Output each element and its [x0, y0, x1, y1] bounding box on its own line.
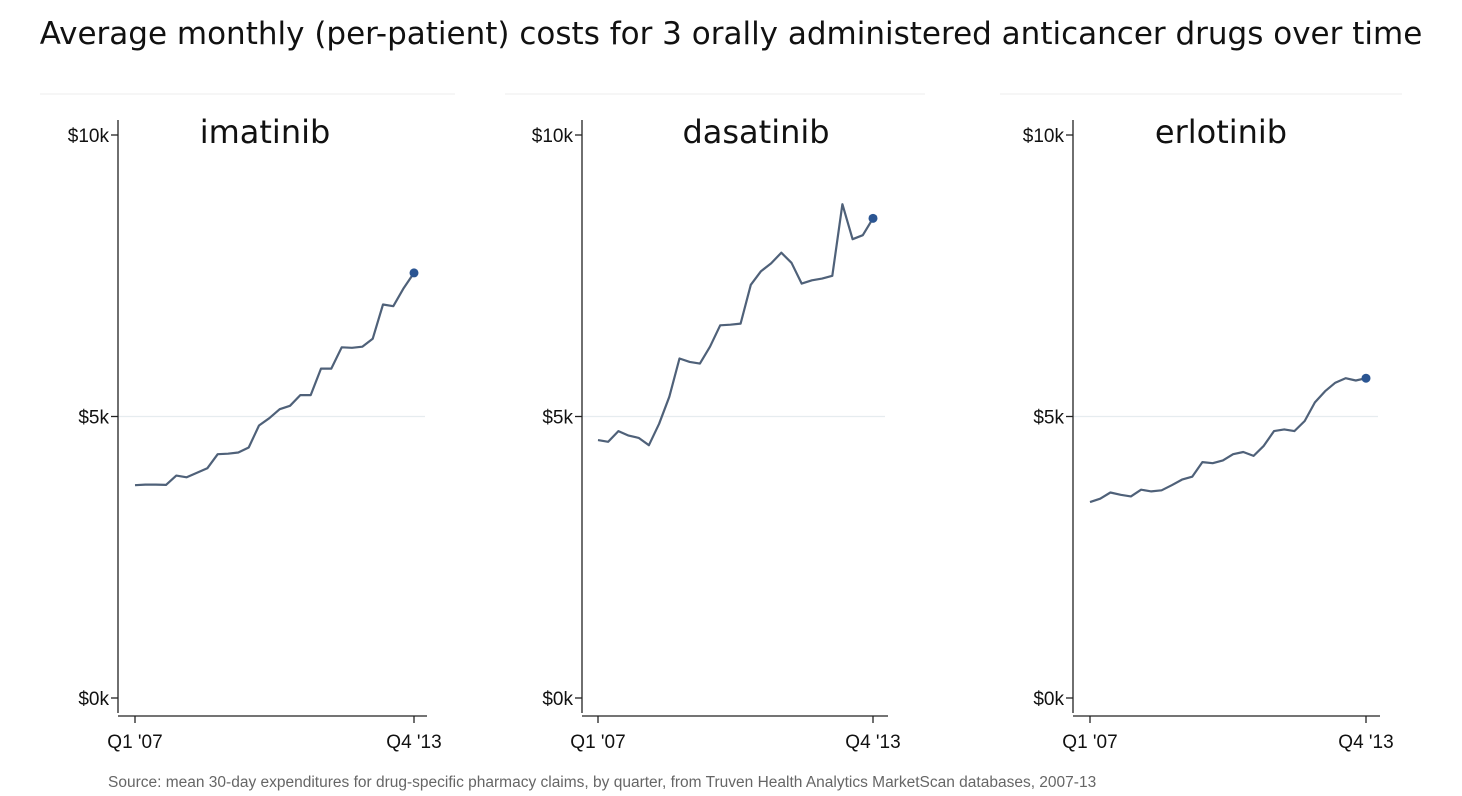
y-tick-label: $10k: [68, 126, 110, 147]
x-tick-label: Q4 '13: [386, 732, 441, 753]
y-tick-label: $10k: [532, 126, 574, 147]
y-tick-label: $0k: [542, 689, 573, 710]
end-point-marker: [409, 268, 419, 278]
x-tick-label: Q1 '07: [570, 732, 625, 753]
panel-title: erlotinib: [1155, 113, 1287, 151]
y-tick-label: $5k: [542, 408, 573, 429]
chart-main-title: Average monthly (per-patient) costs for …: [39, 16, 1423, 52]
end-point-marker: [868, 213, 878, 223]
panel-erlotinib: $0k $5k $10k Q1 '07 Q4 '13 erlotinib: [1000, 93, 1402, 753]
series-line-imatinib: [134, 272, 415, 487]
end-point-marker: [1361, 373, 1371, 383]
y-tick-label: $5k: [1033, 408, 1064, 429]
y-tick-label: $0k: [78, 689, 109, 710]
series-line-erlotinib: [1089, 377, 1367, 504]
series-line-dasatinib: [597, 203, 874, 447]
panel-title: imatinib: [200, 113, 331, 151]
source-note: Source: mean 30-day expenditures for dru…: [108, 774, 1097, 791]
panel-title: dasatinib: [682, 113, 829, 151]
y-tick-label: $5k: [78, 408, 109, 429]
x-tick-label: Q4 '13: [1338, 732, 1393, 753]
x-tick-label: Q4 '13: [845, 732, 900, 753]
x-tick-label: Q1 '07: [1062, 732, 1117, 753]
y-tick-label: $10k: [1023, 126, 1065, 147]
panel-dasatinib: $0k $5k $10k Q1 '07 Q4 '13 dasatinib: [505, 93, 925, 753]
y-tick-label: $0k: [1033, 689, 1064, 710]
x-tick-label: Q1 '07: [107, 732, 162, 753]
panel-imatinib: $0k $5k $10k Q1 '07 Q4 '13 imatinib: [40, 93, 455, 753]
